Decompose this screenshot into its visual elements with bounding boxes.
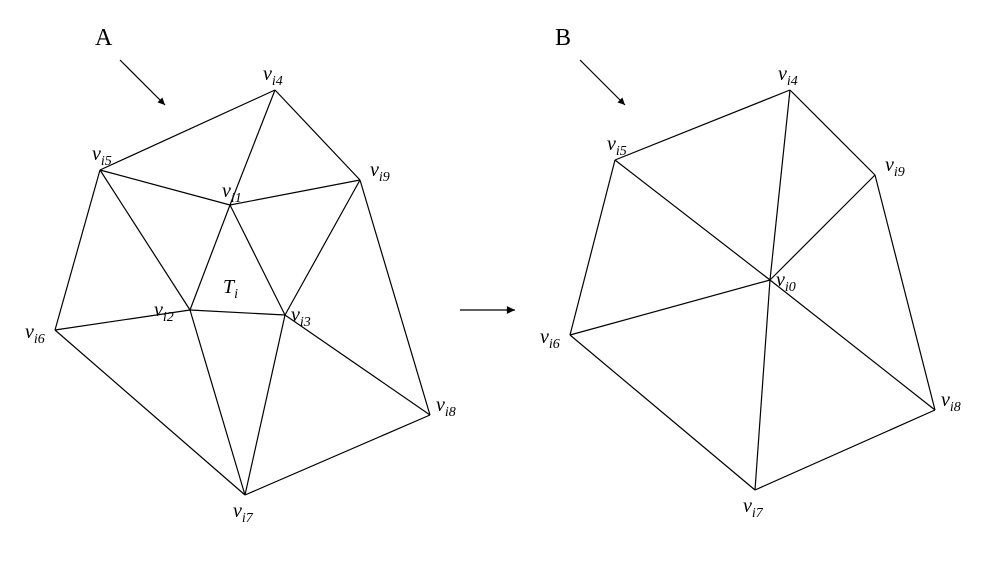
pointer-arrow-B — [580, 60, 625, 105]
edge — [615, 90, 790, 160]
edge — [770, 175, 875, 280]
edge — [790, 90, 875, 175]
edge — [55, 330, 245, 495]
edge — [230, 205, 285, 315]
node-label-v_i9: vi9 — [885, 154, 905, 180]
node-label-v_i5: vi5 — [92, 143, 112, 169]
diagram-label-A: A — [95, 25, 113, 51]
node-label-v_i9: vi9 — [370, 159, 390, 185]
edge — [245, 415, 430, 495]
edge — [55, 170, 100, 330]
edge — [190, 310, 245, 495]
edge — [245, 315, 285, 495]
edge — [755, 410, 935, 490]
transition-arrow — [460, 306, 515, 314]
node-label-v_i6: vi6 — [25, 321, 45, 347]
edge — [190, 310, 285, 315]
edge — [570, 335, 755, 490]
node-label-v_i3: vi3 — [291, 304, 311, 330]
edge — [285, 180, 360, 315]
node-label-v_i2: vi2 — [154, 299, 174, 325]
diagram-A: Avi4vi5vi9vi1vi2vi3vi6vi8vi7Ti — [25, 25, 456, 526]
edge — [275, 90, 360, 180]
diagram-B: Bvi4 vi5 vi9 vi0 vi6 vi8 vi7 — [540, 25, 961, 521]
pointer-arrow-A — [120, 60, 165, 105]
edge — [360, 180, 430, 415]
edge — [230, 180, 360, 205]
edge — [285, 315, 430, 415]
node-label-v_i7: vi7 — [233, 500, 254, 526]
node-label-v_i4: vi4 — [778, 63, 798, 89]
node-label-v_i6: vi6 — [540, 326, 560, 352]
edge — [770, 280, 935, 410]
node-label-v_i8: vi8 — [436, 394, 456, 420]
edge — [570, 280, 770, 335]
node-label-v_i0: vi0 — [776, 269, 796, 295]
edge — [770, 90, 790, 280]
edge — [615, 160, 770, 280]
diagram-label-B: B — [555, 25, 571, 51]
edge — [570, 160, 615, 335]
diagram-canvas: Avi4vi5vi9vi1vi2vi3vi6vi8vi7TiBvi4vi5vi9… — [0, 0, 1000, 561]
node-label-v_i7: vi7 — [743, 495, 764, 521]
face-label: Ti — [223, 276, 238, 302]
node-label-v_i4: vi4 — [263, 63, 283, 89]
edge — [875, 175, 935, 410]
node-label-v_i8: vi8 — [941, 389, 961, 415]
edge — [755, 280, 770, 490]
node-label-v_i5: vi5 — [607, 133, 627, 159]
